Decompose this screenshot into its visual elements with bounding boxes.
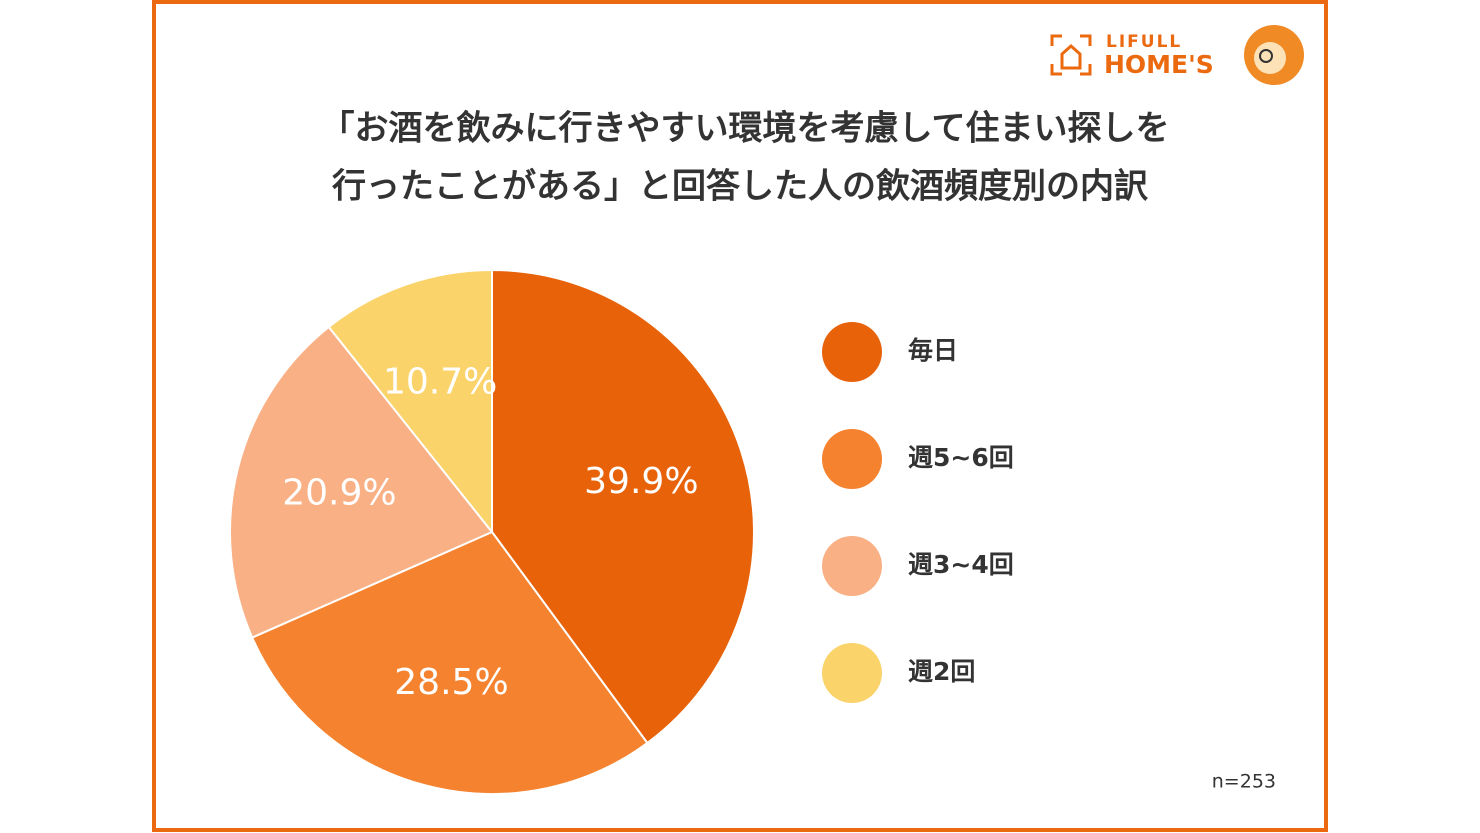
logo: LIFULL HOME'S [1050, 25, 1304, 85]
legend-swatch [822, 536, 882, 596]
legend-swatch [822, 322, 882, 382]
legend-swatch [822, 429, 882, 489]
note: n=253 [1212, 771, 1276, 793]
pie-slice [229, 325, 494, 639]
pie-slice [491, 268, 755, 745]
pie-slice [250, 530, 649, 795]
data-label: 39.9% [584, 461, 698, 502]
data-label: 10.7% [383, 362, 497, 403]
data-label: 20.9% [282, 472, 396, 513]
legend-label: 毎日 [908, 336, 958, 365]
logo-bracket [1050, 34, 1092, 76]
legend-swatch [822, 643, 882, 703]
legend-label: 週3~4回 [908, 550, 1014, 579]
data-label: 28.5% [394, 662, 508, 703]
pie-slice [327, 268, 493, 535]
logo-house [1060, 43, 1082, 70]
mascot-glass [1259, 49, 1273, 63]
logo-text: LIFULL [1106, 32, 1182, 52]
legend-label: 週2回 [908, 657, 975, 686]
mascot-face [1254, 42, 1286, 74]
legend-label: 週5~6回 [908, 443, 1014, 472]
logo-text: HOME'S [1104, 50, 1214, 79]
chart-title: 行ったことがある」と回答した人の飲酒頻度別の内訳 [332, 167, 1149, 207]
chart-title: 「お酒を飲みに行きやすい環境を考慮して住まい探しを [321, 109, 1170, 149]
